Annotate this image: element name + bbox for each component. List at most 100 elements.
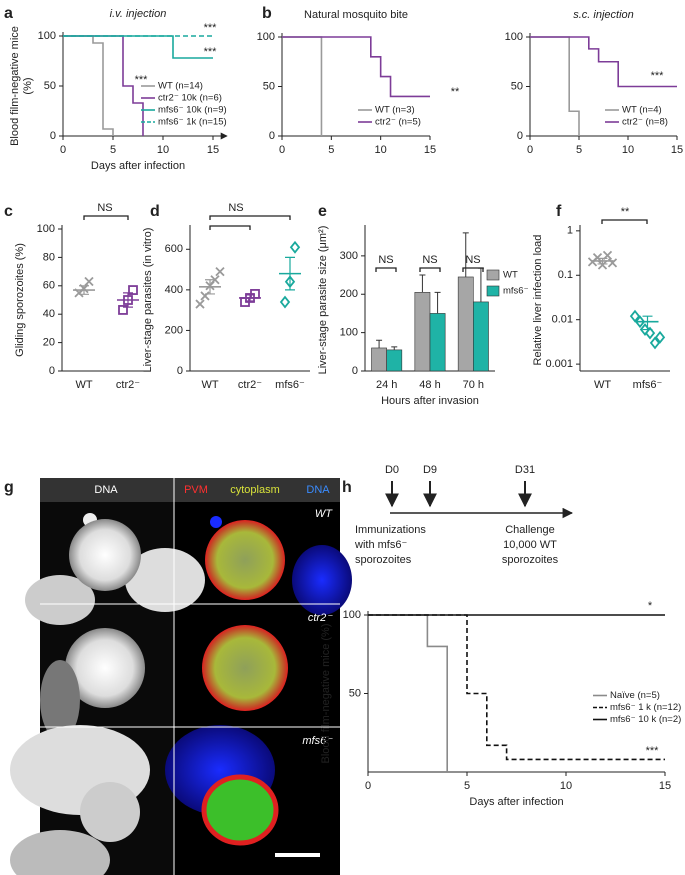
chart: c 0 20 40 60 80 100 WT ctr2⁻ Gliding sporozoites …	[4, 202, 150, 391]
step-label: Challenge	[505, 524, 555, 536]
panel-letter: b	[262, 5, 272, 22]
blob	[292, 545, 352, 615]
bar	[429, 313, 446, 372]
panel-letter: h	[342, 479, 352, 496]
day-label: D31	[515, 464, 535, 476]
bar	[371, 347, 387, 372]
y-tick-label: 100	[257, 31, 275, 43]
x-tick-label: 10	[560, 780, 572, 792]
x-tick-label: 15	[659, 780, 671, 792]
significance: NS	[378, 254, 393, 266]
bar	[386, 349, 403, 372]
chart: d 0 200 400 600 WT ctr2⁻ mfs6⁻ Liver-stage paras…	[142, 202, 310, 391]
bracket	[462, 267, 484, 272]
x-tick-label: 0	[60, 144, 66, 156]
y-tick-label: 0	[49, 365, 55, 377]
point	[634, 315, 646, 329]
error-bar	[376, 339, 383, 348]
chart-title: s.c. injection	[573, 9, 634, 21]
legend-label: ctr2⁻ (n=8)	[622, 117, 668, 128]
blob	[125, 548, 205, 612]
legend-label: ctr2⁻ 10k (n=6)	[158, 93, 222, 104]
significance: *	[648, 600, 653, 612]
legend-label: mfs6⁻ 1 k (n=12)	[610, 702, 681, 713]
y-axis-label: Liver-stage parasite size (μm²)	[317, 226, 329, 375]
x-tick-label: WT	[75, 379, 92, 391]
chart: 50 100 0 5 10 15 Days after infection Blood fil…	[320, 600, 681, 808]
error-bar	[205, 279, 215, 295]
significance: ***	[651, 70, 665, 82]
panel-letter: g	[4, 479, 14, 496]
x-tick-label: 15	[424, 144, 436, 156]
y-tick-label: 40	[43, 308, 55, 320]
legend-label: mfs6⁻	[503, 286, 529, 297]
blob	[25, 575, 95, 625]
bracket	[209, 225, 251, 230]
error-bar	[123, 292, 133, 308]
x-tick-label: 0	[279, 144, 285, 156]
panel-h-timeline: h D0 D9 D31 Immunizations with mfs6⁻ spo…	[342, 464, 574, 566]
x-tick-label: WT	[594, 379, 611, 391]
panel-letter: e	[318, 203, 327, 220]
chart: e 0 100 200 300 24 h 48 h 70 h Hours after invas…	[317, 203, 529, 407]
x-tick-label: 10	[375, 144, 387, 156]
survival-line	[530, 36, 677, 88]
y-tick-label: 200	[340, 288, 358, 300]
survival-line	[368, 614, 665, 761]
step-label: Immunizations	[355, 524, 426, 536]
error-bar	[642, 315, 653, 331]
point	[649, 336, 661, 350]
step-label: sporozoites	[502, 554, 559, 566]
y-tick-label: 0	[352, 365, 358, 377]
y-tick-label: 100	[505, 31, 523, 43]
y-tick-label: 0	[177, 365, 183, 377]
bar	[457, 276, 474, 372]
survival-line	[530, 36, 580, 136]
x-tick-label: 0	[527, 144, 533, 156]
chart: s.c. injection 0 50 100 0 5 10 15 WT (n=4)ctr2⁻ …	[505, 9, 683, 156]
x-tick-label: 48 h	[419, 379, 440, 391]
significance: ***	[204, 46, 218, 58]
image-header	[40, 478, 340, 502]
significance: **	[451, 86, 460, 98]
y-tick-label: 100	[343, 609, 361, 621]
error-bar	[79, 285, 89, 295]
y-axis-label: Gliding sporozoites (%)	[14, 243, 26, 357]
row-label: ctr2⁻	[308, 612, 333, 624]
y-tick-label: 80	[43, 251, 55, 263]
significance: NS	[422, 254, 437, 266]
y-tick-label: 0	[269, 130, 275, 142]
y-axis-label: Blood film-negative mice(%)	[9, 26, 34, 146]
legend-label: mfs6⁻ 10 k (n=2)	[610, 714, 681, 725]
legend-label: WT (n=14)	[158, 81, 203, 92]
x-tick-label: 15	[207, 144, 219, 156]
legend-label: WT (n=3)	[375, 105, 415, 116]
point	[279, 295, 291, 309]
bar	[414, 292, 431, 372]
x-tick-label: mfs6⁻	[275, 379, 305, 391]
error-bar	[477, 267, 484, 302]
step-label: with mfs6⁻	[354, 539, 407, 551]
legend-label: WT	[503, 270, 518, 281]
day-label: D9	[423, 464, 437, 476]
day-label: D0	[385, 464, 399, 476]
cell	[202, 625, 288, 711]
blob	[40, 660, 80, 740]
x-tick-label: 5	[576, 144, 582, 156]
point	[200, 291, 210, 301]
step-label: sporozoites	[355, 554, 412, 566]
x-axis-label: Days after infection	[469, 796, 563, 808]
error-bar	[285, 256, 295, 291]
x-tick-label: 5	[110, 144, 116, 156]
channel-label: PVM	[184, 484, 208, 496]
significance: NS	[228, 202, 243, 214]
significance: ***	[646, 745, 660, 757]
x-tick-label: 5	[464, 780, 470, 792]
point	[607, 258, 618, 268]
y-tick-label: 50	[44, 80, 56, 92]
x-tick-label: 24 h	[376, 379, 397, 391]
bracket	[601, 219, 648, 224]
y-tick-label: 100	[37, 223, 55, 235]
blob	[210, 516, 222, 528]
x-tick-label: ctr2⁻	[116, 379, 140, 391]
